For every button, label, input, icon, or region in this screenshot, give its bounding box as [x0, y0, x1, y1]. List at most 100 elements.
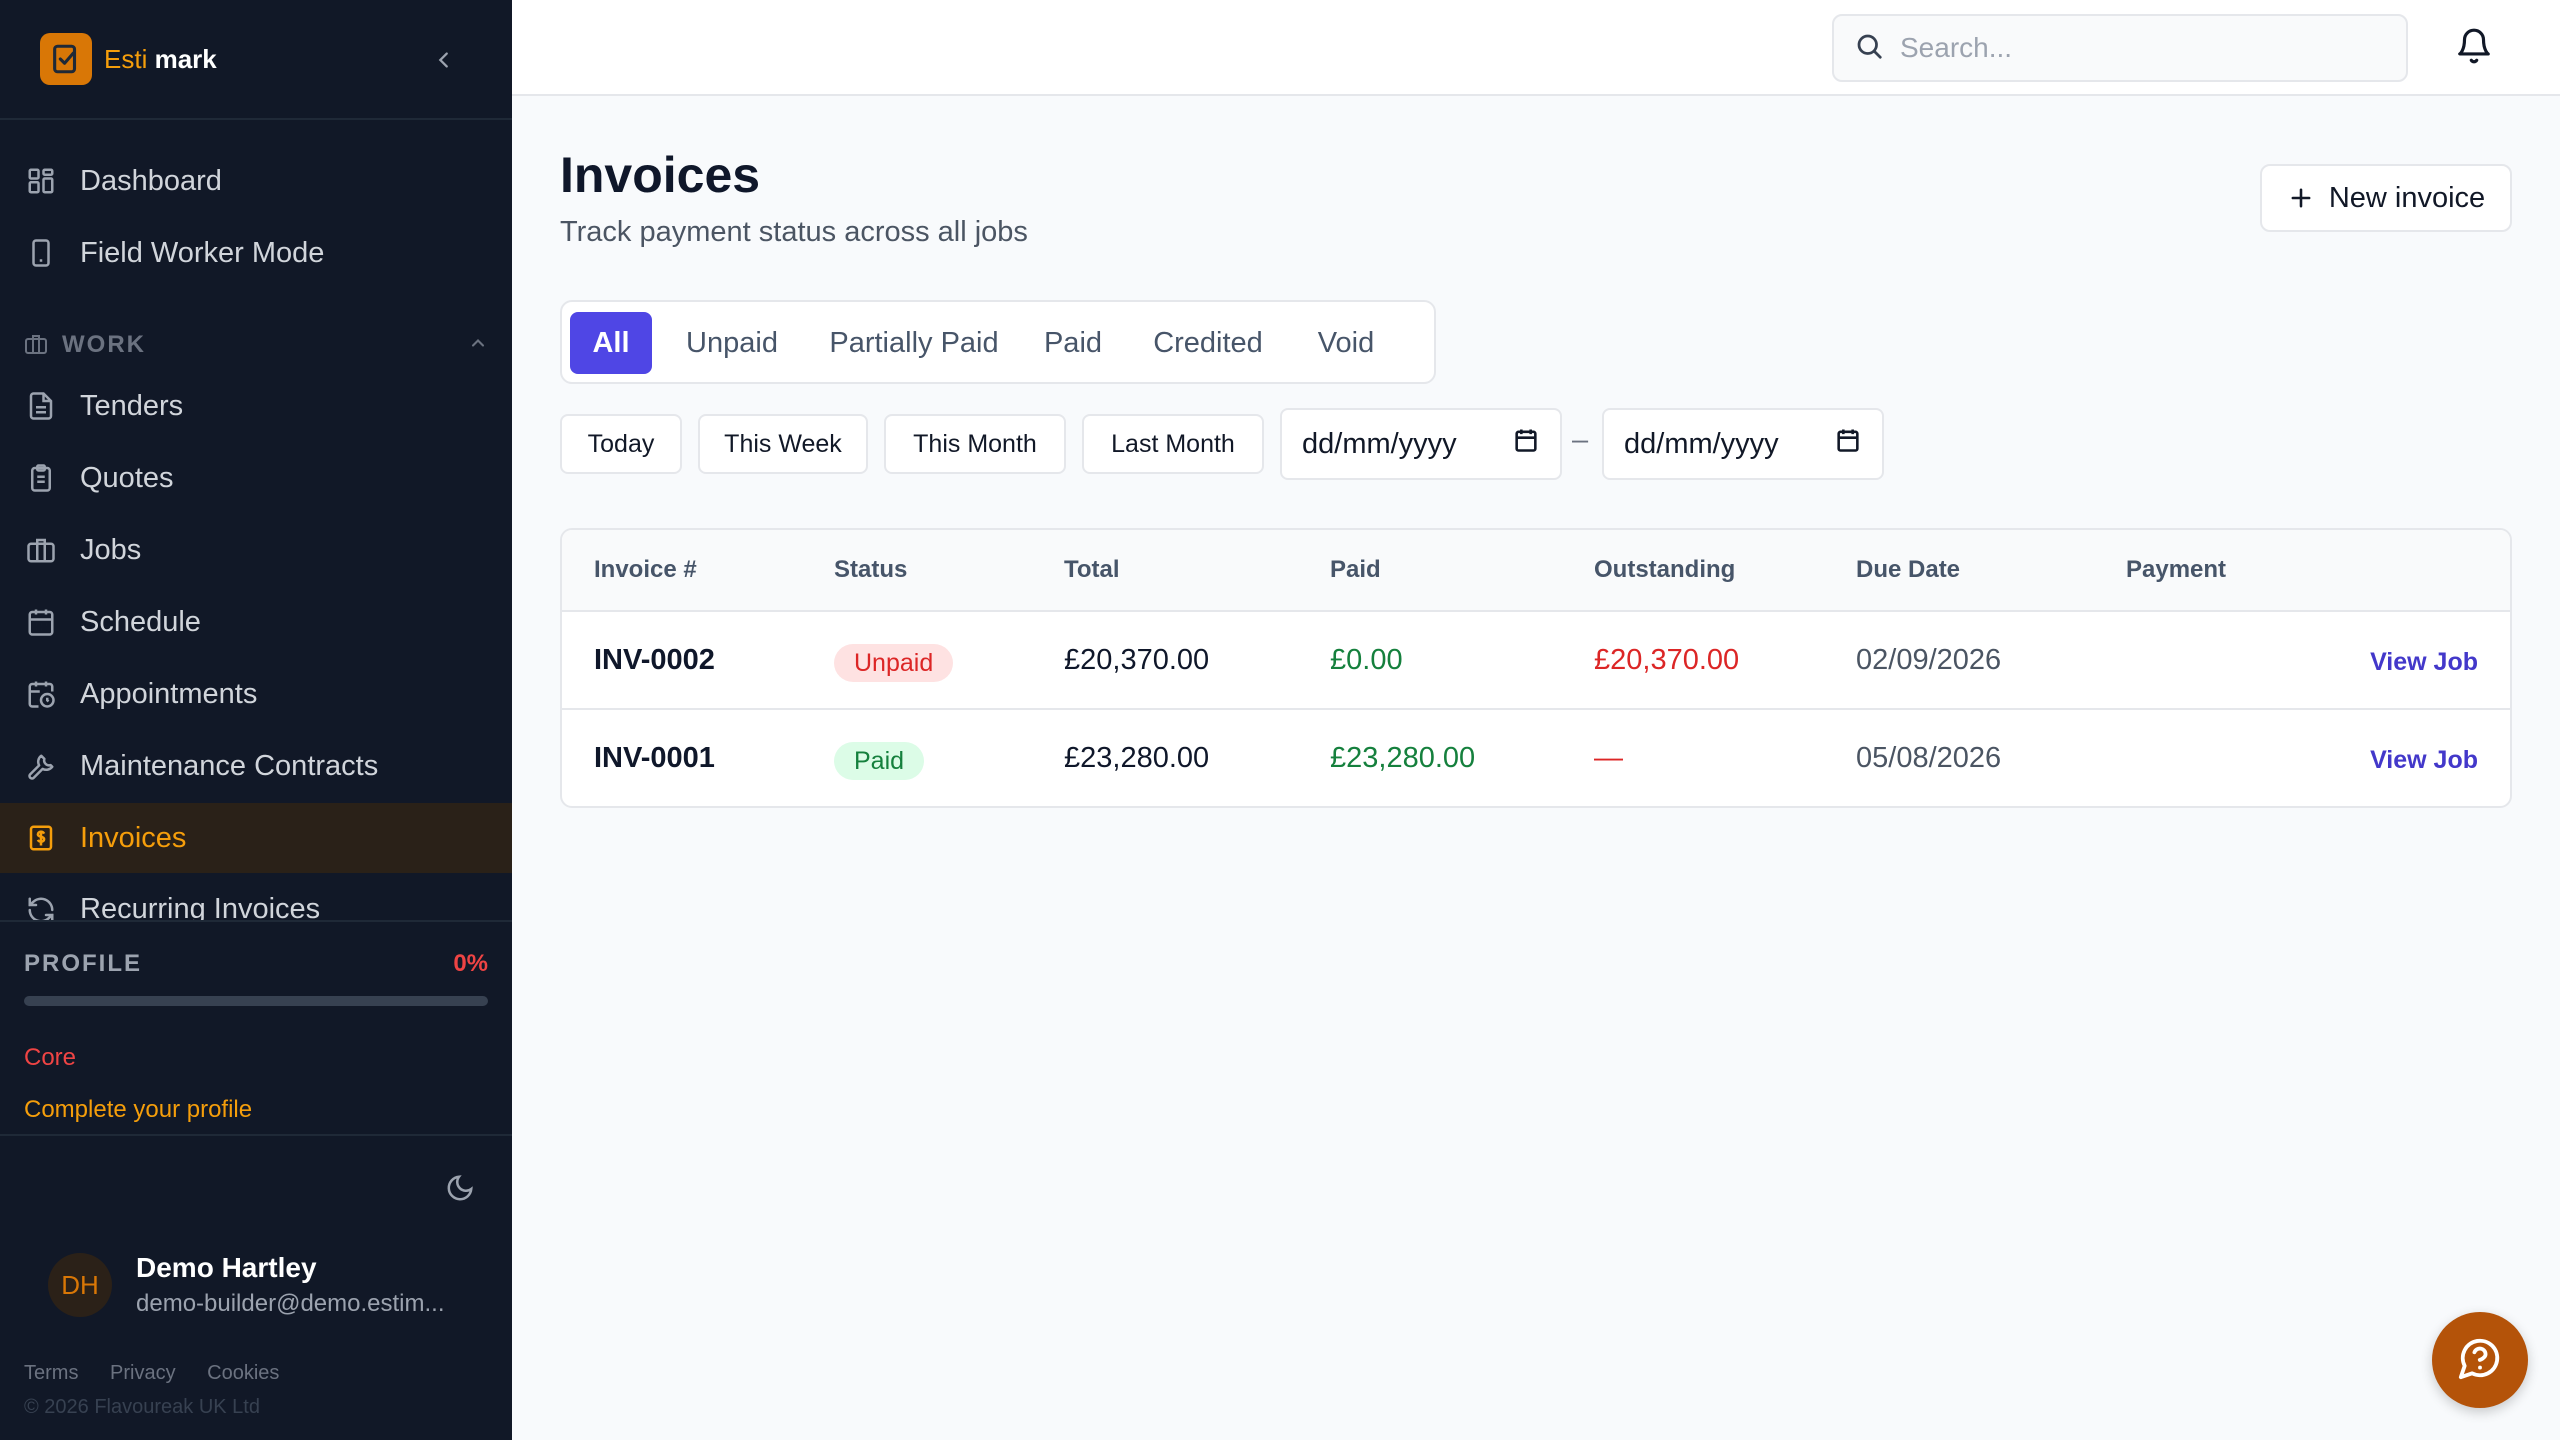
help-chat-button[interactable] [2432, 1312, 2528, 1408]
status-badge: Unpaid [834, 644, 954, 682]
search-icon [1854, 31, 1884, 66]
sidebar-item-recurring-invoices[interactable]: Recurring Invoices [0, 875, 512, 920]
clipboard-icon [24, 461, 58, 495]
sidebar-item-tenders[interactable]: Tenders [0, 371, 512, 441]
phone-icon [24, 236, 58, 270]
column-header-paid[interactable]: Paid [1330, 556, 1381, 583]
brand-name-part-1: Esti [104, 43, 148, 74]
new-invoice-label: New invoice [2328, 181, 2486, 214]
wrench-icon [24, 749, 58, 783]
sidebar-item-label: Quotes [80, 461, 174, 494]
sidebar-item-schedule[interactable]: Schedule [0, 587, 512, 657]
page-subtitle: Track payment status across all jobs [560, 216, 1028, 248]
date-range-separator: – [1572, 424, 1589, 456]
column-header-payment[interactable]: Payment [2126, 556, 2227, 583]
tab-credited[interactable]: Credited [1153, 326, 1263, 359]
invoice-total: £23,280.00 [1064, 742, 1210, 774]
sidebar-item-invoices[interactable]: Invoices [0, 803, 512, 873]
theme-toggle-button[interactable] [440, 1170, 480, 1210]
receipt-icon [24, 821, 58, 855]
sidebar-item-quotes[interactable]: Quotes [0, 443, 512, 513]
column-header-outstanding[interactable]: Outstanding [1594, 556, 1736, 583]
sidebar-item-jobs[interactable]: Jobs [0, 515, 512, 585]
profile-progress-bar [24, 996, 488, 1006]
profile-header: PROFILE 0% [24, 950, 488, 978]
column-header-total[interactable]: Total [1064, 556, 1120, 583]
date-from-field[interactable]: dd/mm/yyyy [1280, 408, 1562, 480]
range-last-month-button[interactable]: Last Month [1082, 414, 1264, 474]
tab-partially-paid[interactable]: Partially Paid [829, 326, 999, 359]
sidebar-item-dashboard[interactable]: Dashboard [0, 146, 512, 216]
sidebar-item-appointments[interactable]: Appointments [0, 659, 512, 729]
sidebar-item-field-worker-mode[interactable]: Field Worker Mode [0, 218, 512, 288]
search-box[interactable] [1832, 14, 2408, 82]
sidebar-item-label: Appointments [80, 677, 258, 710]
view-job-link[interactable]: View Job [2370, 746, 2478, 774]
calendar-clock-icon [24, 677, 58, 711]
column-header-invoice[interactable]: Invoice # [594, 556, 697, 583]
date-to-field[interactable]: dd/mm/yyyy [1602, 408, 1884, 480]
privacy-link[interactable]: Privacy [110, 1362, 176, 1384]
chevron-up-icon [468, 332, 488, 360]
calendar-icon[interactable] [1512, 426, 1540, 462]
status-filter-tabs: All Unpaid Partially Paid Paid Credited … [560, 300, 1436, 384]
sidebar-item-label: Field Worker Mode [80, 236, 325, 269]
sidebar-section-work[interactable]: WORK [24, 330, 488, 360]
table-row[interactable]: INV-0002 Unpaid £20,370.00 £0.00 £20,370… [562, 612, 2510, 710]
briefcase-icon [24, 332, 50, 358]
profile-core-label: Core [24, 1044, 77, 1071]
collapse-sidebar-button[interactable] [428, 44, 460, 76]
brand-logo-icon [40, 33, 92, 85]
terms-link[interactable]: Terms [24, 1362, 79, 1384]
new-invoice-button[interactable]: New invoice [2260, 164, 2512, 232]
user-profile[interactable]: DH Demo Hartley demo-builder@demo.estim.… [48, 1252, 444, 1318]
sidebar-item-label: Dashboard [80, 164, 222, 197]
section-label: WORK [62, 331, 146, 358]
invoice-paid: £23,280.00 [1330, 742, 1476, 774]
chat-help-icon [2457, 1335, 2503, 1386]
range-this-month-button[interactable]: This Month [884, 414, 1066, 474]
tab-void[interactable]: Void [1317, 326, 1375, 359]
calendar-icon[interactable] [1834, 426, 1862, 462]
sidebar-item-label: Maintenance Contracts [80, 749, 379, 782]
table-row[interactable]: INV-0001 Paid £23,280.00 £23,280.00 — 05… [562, 710, 2510, 806]
invoice-number: INV-0002 [594, 644, 715, 676]
brand-name: Esti mark [104, 44, 217, 75]
view-job-link[interactable]: View Job [2370, 648, 2478, 676]
range-today-button[interactable]: Today [560, 414, 682, 474]
column-header-due-date[interactable]: Due Date [1856, 556, 1961, 583]
refresh-icon [24, 893, 58, 920]
status-badge: Paid [834, 742, 925, 780]
profile-label: PROFILE [24, 950, 143, 977]
invoice-outstanding: — [1594, 742, 1623, 774]
brand[interactable]: Esti mark [0, 0, 512, 120]
calendar-icon [24, 605, 58, 639]
sidebar-item-label: Invoices [80, 821, 187, 854]
tab-all[interactable]: All [570, 312, 652, 374]
range-this-week-button[interactable]: This Week [698, 414, 868, 474]
sidebar-item-label: Jobs [80, 533, 142, 566]
grid-icon [24, 164, 58, 198]
invoice-paid: £0.00 [1330, 644, 1403, 676]
invoice-number: INV-0001 [594, 742, 715, 774]
user-name: Demo Hartley [136, 1252, 317, 1283]
tab-paid[interactable]: Paid [1043, 326, 1103, 359]
sidebar-item-label: Recurring Invoices [80, 893, 321, 920]
notifications-button[interactable] [2452, 26, 2496, 70]
cookies-link[interactable]: Cookies [207, 1362, 280, 1384]
copyright: © 2026 Flavoureak UK Ltd [24, 1396, 260, 1418]
sidebar-item-maintenance-contracts[interactable]: Maintenance Contracts [0, 731, 512, 801]
search-input[interactable] [1900, 32, 2380, 64]
invoices-table: Invoice # Status Total Paid Outstanding … [560, 528, 2512, 808]
tab-unpaid[interactable]: Unpaid [686, 326, 778, 359]
topbar [512, 0, 2560, 96]
user-info: Demo Hartley demo-builder@demo.estim... [136, 1252, 444, 1318]
profile-percent: 0% [453, 950, 488, 977]
column-header-status[interactable]: Status [834, 556, 908, 583]
complete-profile-link[interactable]: Complete your profile [24, 1096, 253, 1123]
moon-icon [445, 1173, 475, 1208]
invoice-due-date: 05/08/2026 [1856, 742, 2002, 774]
date-from-value: dd/mm/yyyy [1302, 427, 1457, 460]
legal-links: Terms Privacy Cookies [24, 1362, 305, 1385]
document-icon [24, 389, 58, 423]
